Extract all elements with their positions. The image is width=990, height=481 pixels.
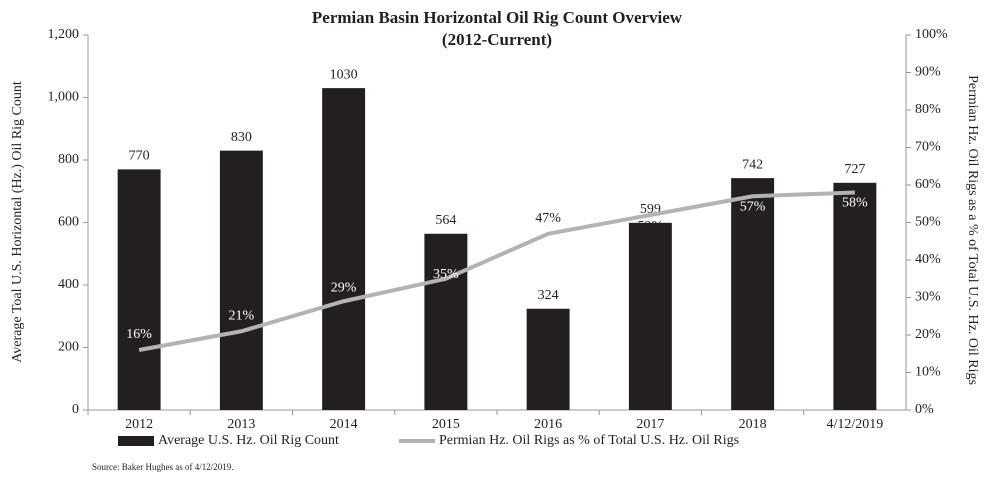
bar-value-label: 770 [129, 149, 150, 164]
y2-tick-label: 90% [915, 65, 941, 80]
y-tick-label: 800 [58, 152, 79, 167]
x-tick-label: 2015 [432, 417, 460, 432]
y2-tick-label: 70% [915, 140, 941, 155]
line-value-label: 35% [433, 267, 459, 282]
bar-value-label: 742 [742, 157, 763, 172]
y-tick-label: 1,000 [48, 90, 80, 105]
source-note: Source: Baker Hughes as of 4/12/2019. [92, 462, 233, 472]
bar [219, 150, 263, 410]
bar-value-label: 564 [435, 213, 456, 228]
x-tick-label: 2017 [636, 417, 664, 432]
x-tick-label: 2014 [330, 417, 358, 432]
y-axis-label: Average Toal U.S. Horizontal (Hz.) Oil R… [10, 81, 25, 363]
x-tick-label: 2018 [739, 417, 767, 432]
chart-title: Permian Basin Horizontal Oil Rig Count O… [312, 8, 683, 27]
legend-label: Average U.S. Hz. Oil Rig Count [158, 433, 339, 448]
y2-tick-label: 100% [915, 27, 948, 42]
line-value-label: 16% [126, 327, 152, 342]
bar [117, 169, 161, 410]
x-tick-label: 2016 [534, 417, 562, 432]
line-value-label: 47% [535, 211, 561, 226]
y2-tick-label: 30% [915, 290, 941, 305]
legend-label: Permian Hz. Oil Rigs as % of Total U.S. … [439, 433, 739, 448]
y-tick-label: 600 [58, 215, 79, 230]
y2-tick-label: 60% [915, 177, 941, 192]
y-tick-label: 400 [58, 277, 79, 292]
x-tick-label: 2012 [125, 417, 153, 432]
y-tick-label: 200 [58, 340, 79, 355]
line-value-label: 29% [331, 280, 357, 295]
y2-tick-label: 10% [915, 365, 941, 380]
y-tick-label: 0 [72, 402, 79, 417]
line-value-label: 52% [638, 219, 664, 234]
bar [731, 178, 775, 410]
bar [833, 182, 877, 410]
bar-value-label: 324 [538, 288, 559, 303]
y2-tick-label: 50% [915, 215, 941, 230]
line-series [138, 190, 855, 352]
y2-tick-label: 20% [915, 327, 941, 342]
y2-axis-label: Permian Hz. Oil Rigs as a % of Total U.S… [965, 75, 980, 385]
line-value-label: 57% [740, 199, 766, 214]
y2-tick-label: 0% [915, 402, 934, 417]
y2-tick-label: 40% [915, 252, 941, 267]
bar-value-label: 1030 [330, 67, 358, 82]
bar [526, 308, 570, 410]
bar [322, 88, 366, 410]
chart-subtitle: (2012-Current) [442, 30, 552, 49]
line-value-label: 58% [842, 196, 868, 211]
bar [628, 222, 672, 410]
bar-value-label: 727 [844, 162, 865, 177]
x-tick-label: 4/12/2019 [826, 417, 883, 432]
bar [424, 233, 468, 410]
y-tick-label: 1,200 [48, 27, 80, 42]
bar-value-label: 830 [231, 130, 252, 145]
line-value-label: 21% [229, 308, 255, 323]
y2-tick-label: 80% [915, 102, 941, 117]
legend-swatch [118, 436, 154, 446]
x-tick-label: 2013 [227, 417, 255, 432]
